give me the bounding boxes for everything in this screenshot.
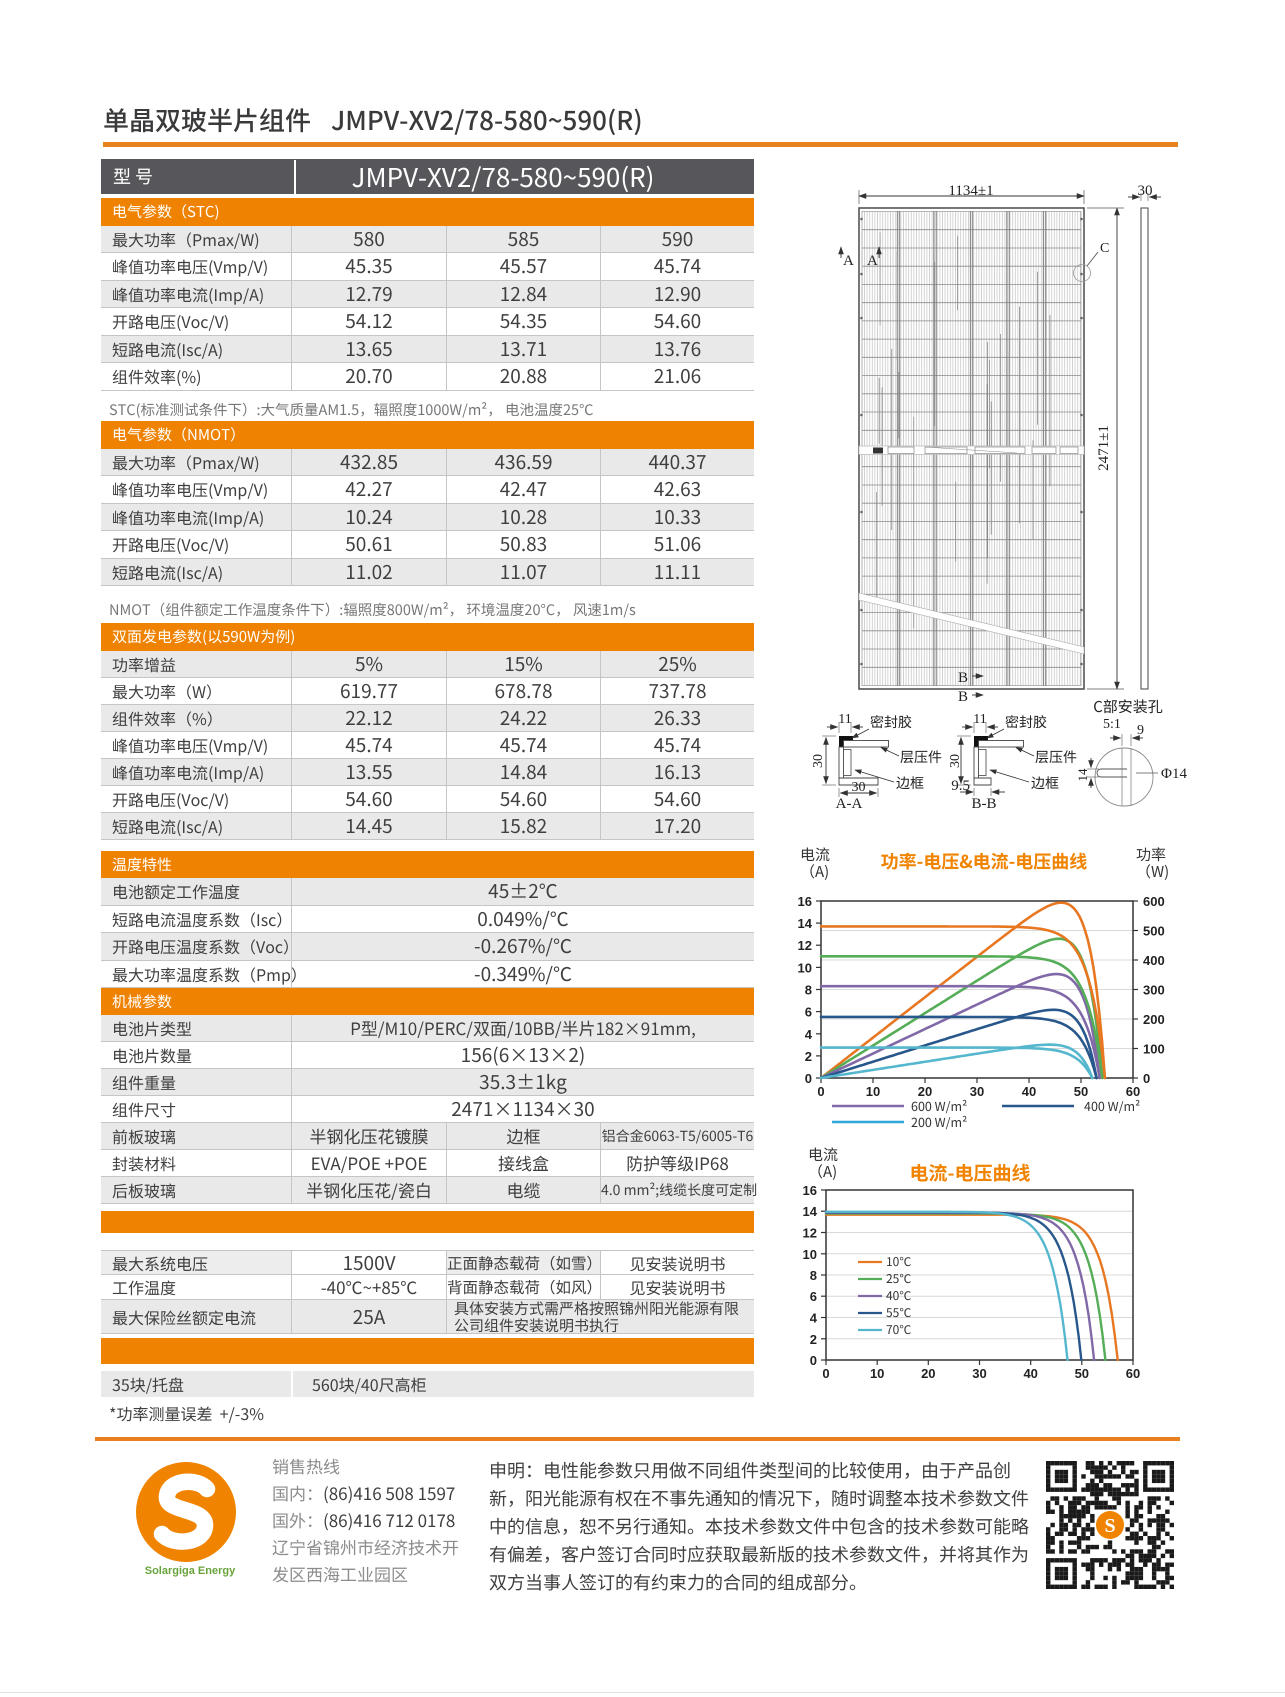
svg-text:30: 30 bbox=[1138, 183, 1153, 199]
svg-text:4: 4 bbox=[810, 1311, 818, 1326]
svg-text:2: 2 bbox=[805, 1049, 812, 1064]
svg-text:2471±1: 2471±1 bbox=[1096, 425, 1112, 471]
svg-text:600 W/m²: 600 W/m² bbox=[911, 1096, 967, 1115]
svg-text:电流: 电流 bbox=[808, 1145, 838, 1165]
svg-text:10℃: 10℃ bbox=[886, 1253, 911, 1270]
svg-text:60: 60 bbox=[1126, 1366, 1140, 1381]
svg-text:6: 6 bbox=[805, 1005, 812, 1020]
svg-text:电流-电压曲线: 电流-电压曲线 bbox=[909, 1159, 1030, 1186]
svg-text:2: 2 bbox=[810, 1332, 817, 1347]
svg-text:0: 0 bbox=[822, 1366, 829, 1381]
svg-text:0: 0 bbox=[817, 1084, 824, 1099]
svg-text:0: 0 bbox=[805, 1071, 812, 1086]
svg-text:30: 30 bbox=[811, 754, 826, 768]
svg-text:B-B: B-B bbox=[971, 796, 996, 812]
svg-text:400 W/m²: 400 W/m² bbox=[1084, 1096, 1140, 1115]
svg-text:14: 14 bbox=[798, 916, 813, 931]
svg-text:10: 10 bbox=[803, 1247, 817, 1262]
svg-text:400: 400 bbox=[1143, 953, 1165, 968]
svg-text:40: 40 bbox=[1022, 1084, 1036, 1099]
svg-text:14: 14 bbox=[1075, 768, 1090, 782]
svg-text:功率-电压&电流-电压曲线: 功率-电压&电流-电压曲线 bbox=[881, 848, 1088, 874]
svg-text:600: 600 bbox=[1143, 894, 1165, 909]
svg-text:50: 50 bbox=[1075, 1366, 1089, 1381]
svg-text:（W): （W) bbox=[1136, 861, 1169, 882]
svg-text:20: 20 bbox=[918, 1084, 932, 1099]
svg-text:55℃: 55℃ bbox=[886, 1304, 911, 1321]
svg-text:10: 10 bbox=[866, 1084, 880, 1099]
svg-text:30: 30 bbox=[972, 1366, 986, 1381]
svg-text:Solargiga Energy: Solargiga Energy bbox=[145, 1565, 236, 1577]
svg-text:14: 14 bbox=[803, 1204, 818, 1219]
svg-text:200: 200 bbox=[1143, 1012, 1165, 1027]
svg-text:B: B bbox=[958, 689, 968, 705]
svg-text:B: B bbox=[958, 670, 968, 686]
svg-text:4: 4 bbox=[805, 1027, 813, 1042]
svg-text:25℃: 25℃ bbox=[886, 1270, 911, 1287]
svg-text:10: 10 bbox=[870, 1366, 884, 1381]
svg-text:200 W/m²: 200 W/m² bbox=[911, 1112, 967, 1131]
svg-text:60: 60 bbox=[1126, 1084, 1140, 1099]
svg-text:11: 11 bbox=[838, 712, 851, 727]
svg-text:电流: 电流 bbox=[800, 844, 830, 865]
svg-text:密封胶: 密封胶 bbox=[1005, 712, 1047, 732]
svg-text:70℃: 70℃ bbox=[886, 1321, 911, 1338]
svg-text:（A): （A) bbox=[808, 1161, 837, 1182]
svg-text:10: 10 bbox=[798, 960, 812, 975]
svg-text:5:1: 5:1 bbox=[1103, 717, 1121, 732]
svg-text:（A): （A) bbox=[800, 861, 829, 882]
svg-text:30: 30 bbox=[852, 780, 866, 795]
svg-text:C: C bbox=[1100, 241, 1109, 256]
svg-text:A-A: A-A bbox=[836, 796, 863, 812]
svg-text:Φ14: Φ14 bbox=[1161, 766, 1187, 782]
svg-text:层压件: 层压件 bbox=[1035, 747, 1077, 767]
svg-text:C部安装孔: C部安装孔 bbox=[1093, 696, 1163, 717]
svg-text:30: 30 bbox=[948, 754, 963, 768]
svg-text:边框: 边框 bbox=[1031, 773, 1059, 793]
svg-text:8: 8 bbox=[810, 1268, 817, 1283]
svg-text:30: 30 bbox=[970, 1084, 984, 1099]
svg-text:边框: 边框 bbox=[896, 773, 924, 793]
svg-text:9: 9 bbox=[1137, 723, 1144, 738]
svg-text:40: 40 bbox=[1023, 1366, 1037, 1381]
svg-text:20: 20 bbox=[921, 1366, 935, 1381]
svg-text:1134±1: 1134±1 bbox=[948, 183, 993, 199]
svg-text:500: 500 bbox=[1143, 924, 1165, 939]
svg-text:层压件: 层压件 bbox=[900, 747, 942, 767]
svg-text:0: 0 bbox=[1143, 1071, 1150, 1086]
svg-text:40℃: 40℃ bbox=[886, 1287, 911, 1304]
svg-text:功率: 功率 bbox=[1136, 844, 1166, 865]
svg-text:11: 11 bbox=[973, 712, 986, 727]
svg-text:100: 100 bbox=[1143, 1042, 1165, 1057]
svg-text:0: 0 bbox=[810, 1353, 817, 1368]
svg-text:8: 8 bbox=[805, 983, 812, 998]
svg-text:A: A bbox=[867, 253, 878, 269]
svg-text:16: 16 bbox=[798, 894, 812, 909]
svg-text:12: 12 bbox=[798, 938, 812, 953]
svg-text:9.5: 9.5 bbox=[951, 778, 970, 794]
svg-text:300: 300 bbox=[1143, 983, 1165, 998]
svg-text:密封胶: 密封胶 bbox=[870, 712, 912, 732]
svg-text:50: 50 bbox=[1074, 1084, 1088, 1099]
svg-text:6: 6 bbox=[810, 1289, 817, 1304]
svg-text:A: A bbox=[843, 253, 854, 269]
svg-text:16: 16 bbox=[803, 1183, 817, 1198]
svg-text:12: 12 bbox=[803, 1226, 817, 1241]
svg-text:S: S bbox=[1104, 1515, 1115, 1537]
